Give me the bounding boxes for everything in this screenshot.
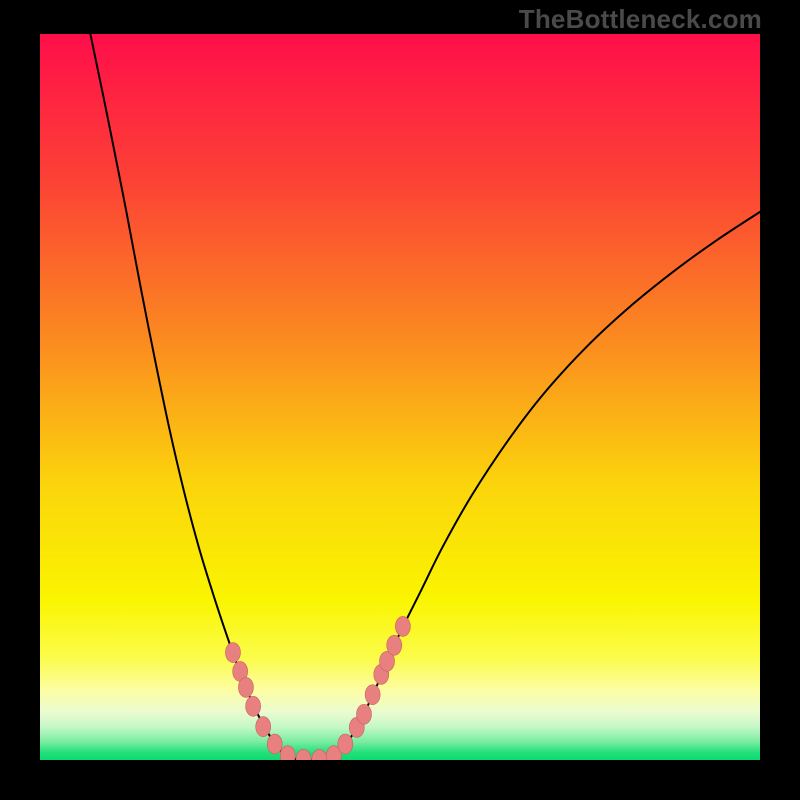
data-marker bbox=[238, 677, 253, 697]
data-marker bbox=[387, 635, 402, 655]
chart-frame: TheBottleneck.com bbox=[0, 0, 800, 800]
data-marker bbox=[267, 734, 282, 754]
data-marker bbox=[256, 717, 271, 737]
data-marker bbox=[357, 704, 372, 724]
data-marker bbox=[395, 616, 410, 636]
data-marker bbox=[246, 696, 261, 716]
data-marker bbox=[225, 643, 240, 663]
data-marker bbox=[365, 685, 380, 705]
plot-area bbox=[40, 34, 760, 760]
data-marker bbox=[338, 734, 353, 754]
watermark-text: TheBottleneck.com bbox=[519, 4, 762, 35]
plot-svg bbox=[40, 34, 760, 760]
